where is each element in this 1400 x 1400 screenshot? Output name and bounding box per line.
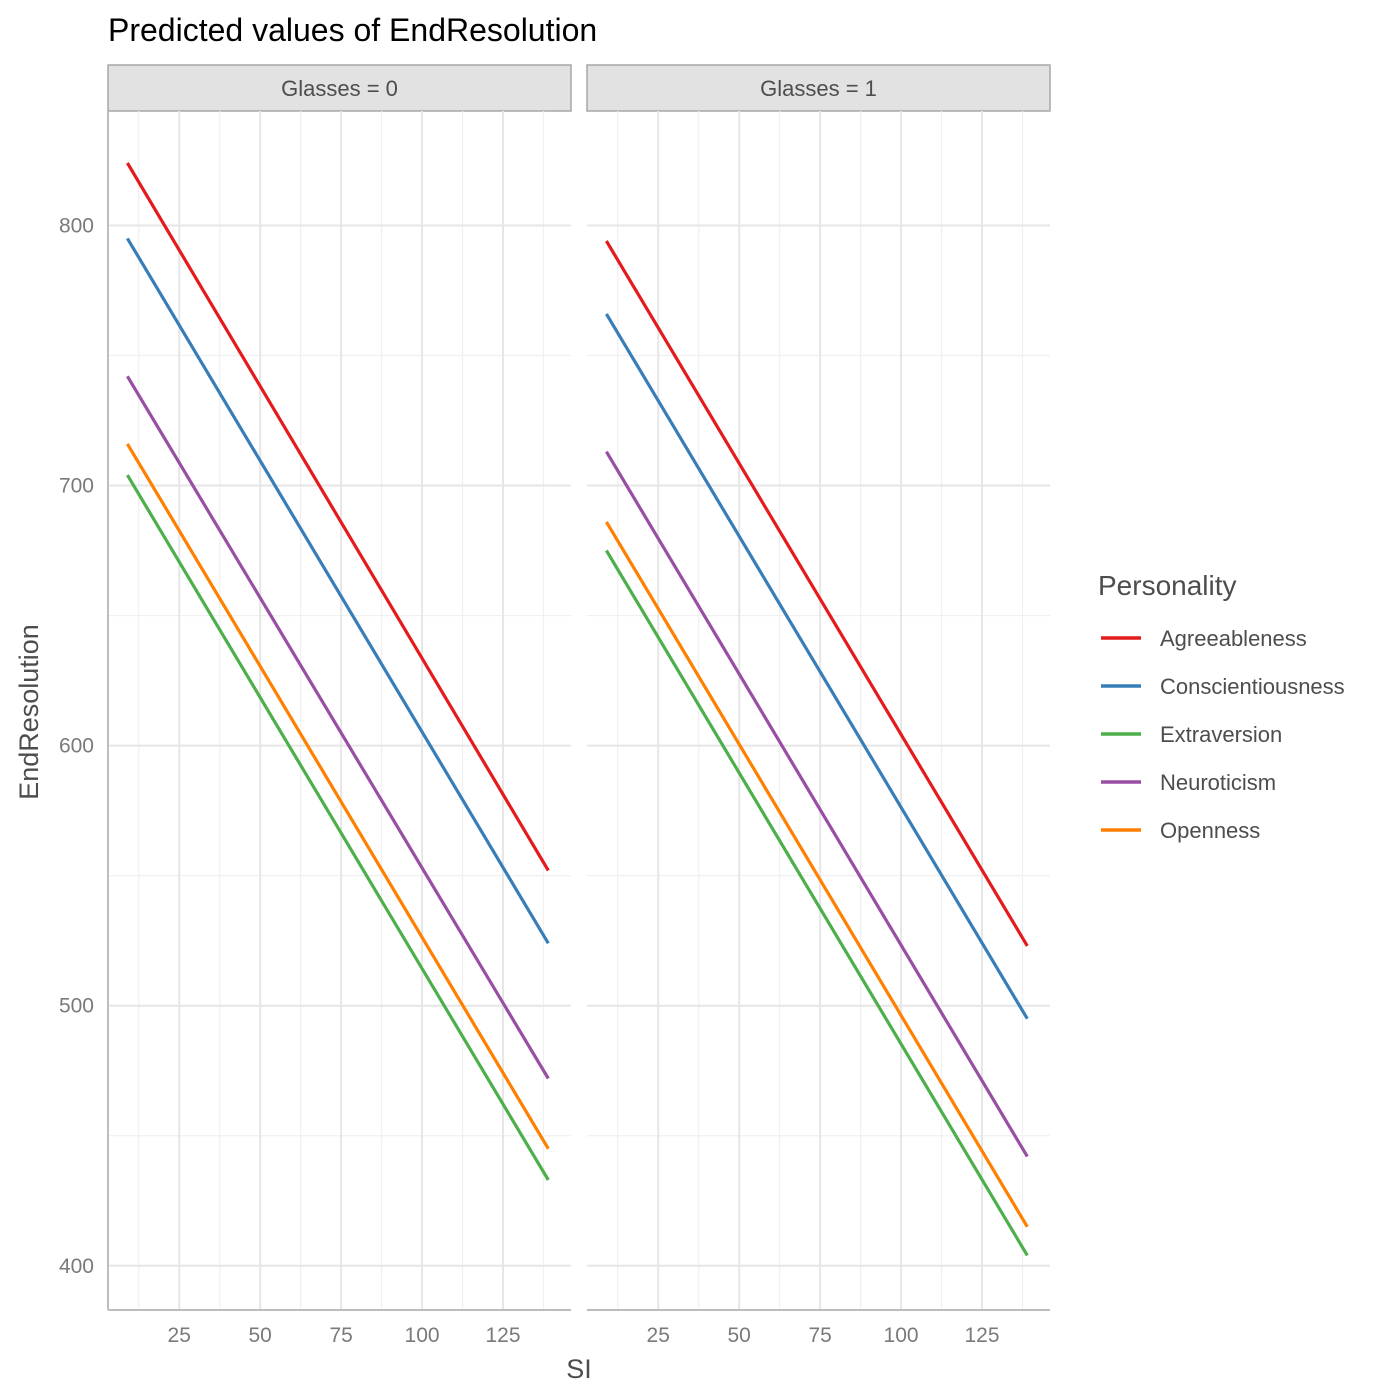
series-line-openness [126, 443, 550, 1150]
legend-label-neuroticism: Neuroticism [1160, 770, 1276, 795]
x-tick-label: 100 [884, 1324, 919, 1347]
x-tick-label: 25 [647, 1324, 670, 1347]
facet-strip-label: Glasses = 0 [281, 76, 398, 101]
facet-strip-label: Glasses = 1 [760, 76, 877, 101]
x-axis-title: SI [566, 1354, 592, 1384]
y-tick-label: 500 [59, 995, 94, 1018]
legend: Personality Agreeableness Conscientiousne… [1098, 570, 1345, 843]
facet-strip [107, 64, 572, 112]
x-tick-label: 125 [485, 1324, 520, 1347]
legend-title: Personality [1098, 570, 1237, 601]
series-line-extraversion [126, 474, 550, 1181]
facet-strip [586, 64, 1051, 112]
series-line-neuroticism [605, 450, 1029, 1158]
legend-label-agreeableness: Agreeableness [1160, 626, 1307, 651]
x-tick-label: 50 [248, 1324, 271, 1347]
x-tick-label: 75 [808, 1324, 831, 1347]
facet-panel-1: Glasses = 1 25 50 75 100 125 [586, 64, 1051, 1347]
y-axis-title: EndResolution [14, 624, 44, 800]
x-tick-label: 75 [329, 1324, 352, 1347]
series-line-agreeableness [605, 240, 1029, 947]
legend-label-conscientiousness: Conscientiousness [1160, 674, 1345, 699]
chart-title: Predicted values of EndResolution [108, 12, 597, 48]
x-tick-label: 50 [727, 1324, 750, 1347]
series-line-conscientiousness [126, 237, 550, 945]
y-tick-label: 700 [59, 475, 94, 498]
facet-panel-0: Glasses = 0 400 500 600 700 800 25 50 75 100 125 [59, 64, 572, 1347]
legend-label-openness: Openness [1160, 818, 1260, 843]
y-tick-label: 800 [59, 214, 94, 237]
series-line-openness [605, 521, 1029, 1228]
legend-label-extraversion: Extraversion [1160, 722, 1282, 747]
series-line-neuroticism [126, 375, 550, 1080]
y-tick-label: 400 [59, 1255, 94, 1278]
x-tick-label: 25 [168, 1324, 191, 1347]
x-tick-label: 100 [405, 1324, 440, 1347]
x-tick-label: 125 [964, 1324, 999, 1347]
series-line-extraversion [605, 549, 1029, 1257]
series-line-agreeableness [126, 162, 550, 872]
y-tick-label: 600 [59, 735, 94, 758]
series-line-conscientiousness [605, 313, 1029, 1020]
